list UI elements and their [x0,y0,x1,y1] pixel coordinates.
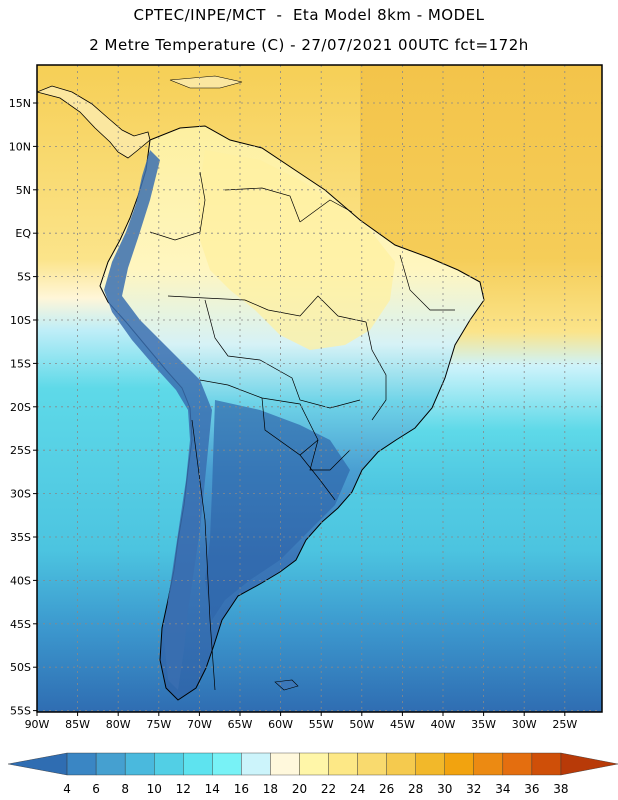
latitude-label: 10S [10,314,31,327]
colorbar-segment [328,752,358,776]
map-frame [36,64,603,713]
colorbar-segment [299,752,329,776]
country-borders [149,171,455,691]
colorbar-segment [270,752,300,776]
longitude-label: 85W [65,718,90,731]
colorbar-label: 4 [63,782,71,796]
longitude-label: 70W [187,718,212,731]
colorbar-label: 14 [205,782,220,796]
falkland-islands [274,679,299,691]
colorbar-label: 20 [292,782,307,796]
longitude-label: 45W [390,718,415,731]
colorbar-label: 12 [176,782,191,796]
longitude-label: 25W [552,718,577,731]
colorbar-segment [154,752,184,776]
longitude-label: 30W [512,718,537,731]
longitude-label: 55W [309,718,334,731]
colorbar-segment [386,752,416,776]
latitude-label: 15S [10,357,31,370]
colorbar-label: 34 [495,782,510,796]
colorbar-label: 6 [92,782,100,796]
longitude-label: 80W [106,718,131,731]
colorbar-label: 28 [408,782,423,796]
map-title-line2: 2 Metre Temperature (C) - 27/07/2021 00U… [89,36,529,54]
colorbar-segment [531,752,562,776]
colorbar-label: 10 [147,782,162,796]
graticule-grid [37,65,602,712]
latitude-axis-labels: 15N 10N 5N EQ 5S 10S 15S 20S 25S 30S 35S 40S 45S 50S 5… [9,97,32,718]
longitude-label: 65W [228,718,253,731]
colorbar-segment [415,752,445,776]
latitude-label: 55S [10,705,31,718]
colorbar-label: 36 [524,782,539,796]
map-title-line1: CPTEC/INPE/MCT - Eta Model 8km - MODEL [133,6,485,24]
colorbar-label: 32 [466,782,481,796]
colorbar-label: 24 [350,782,365,796]
longitude-label: 35W [471,718,496,731]
axis-ticks [33,102,566,716]
colorbar-label: 8 [121,782,129,796]
colorbar-label: 26 [379,782,394,796]
colorbar-segment [183,752,213,776]
colorbar-segment [95,752,126,776]
longitude-label: 90W [25,718,50,731]
colorbar-segment [357,752,387,776]
andes-cold-zone [104,150,212,690]
latitude-label: 45S [10,618,31,631]
latitude-label: EQ [15,227,31,240]
longitude-label: 60W [268,718,293,731]
colorbar-segment [473,752,504,776]
colorbar-segment [7,752,68,776]
colorbar-segment [241,752,271,776]
colorbar-label: 16 [234,782,249,796]
caribbean-islands [169,75,243,89]
amazon-warm-zone [198,150,395,350]
colorbar-segment [560,752,618,776]
latitude-label: 50S [10,661,31,674]
latitude-label: 30S [10,488,31,501]
longitude-label: 40W [431,718,456,731]
longitude-label: 75W [146,718,171,731]
latitude-label: 5N [16,184,31,197]
colorbar-label: 22 [321,782,336,796]
colorbar-label: 30 [437,782,452,796]
colorbar-segment [444,752,474,776]
latitude-label: 15N [9,97,31,110]
latitude-label: 40S [10,574,31,587]
latitude-label: 25S [10,444,31,457]
latitude-label: 10N [9,140,31,153]
latitude-label: 5S [17,271,31,284]
colorbar-segment [212,752,242,776]
longitude-axis-labels: 90W 85W 80W 75W 70W 65W 60W 55W 50W 45W 40W 35W 30W 2… [25,718,578,731]
latitude-label: 35S [10,531,31,544]
map-panel [37,65,602,712]
colorbar-segment [66,752,97,776]
colorbar-label: 18 [263,782,278,796]
longitude-label: 50W [349,718,374,731]
colorbar-segment [502,752,533,776]
colorbar-labels: 4 6 8 10 12 14 16 18 20 22 24 26 28 30 32 34 36 38 [63,782,568,796]
colorbar-label: 38 [553,782,568,796]
temperature-colorbar [7,752,618,776]
colorbar-segment [124,752,155,776]
latitude-label: 20S [10,401,31,414]
